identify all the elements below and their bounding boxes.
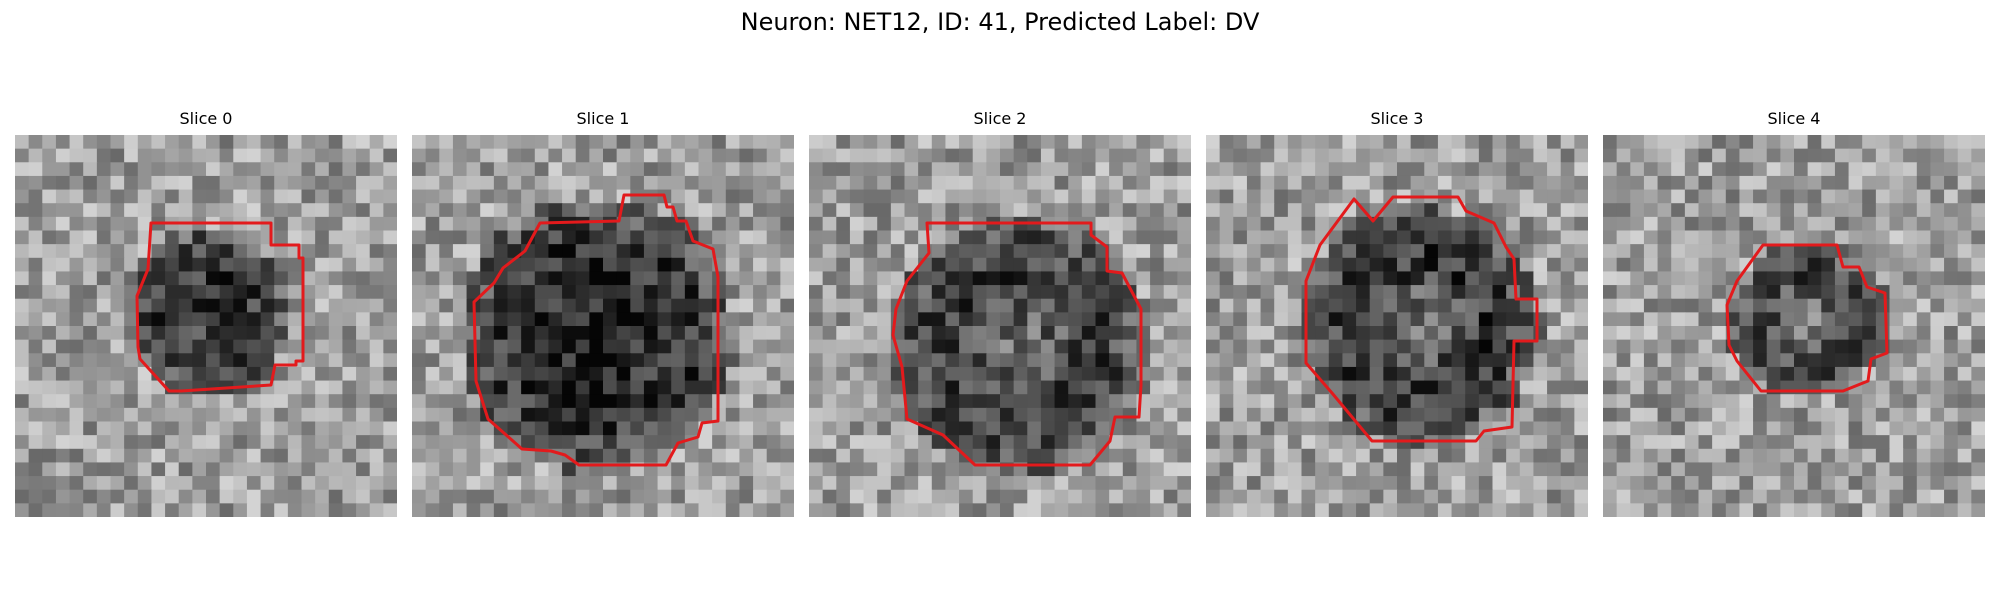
slice-panel-3: Slice 3 [1206, 0, 1588, 600]
slice-title-3: Slice 3 [1370, 109, 1424, 128]
slice-panel-0: Slice 0 [15, 0, 397, 600]
slice-2-image [809, 135, 1191, 517]
slice-title-1: Slice 1 [576, 109, 630, 128]
slice-panel-2: Slice 2 [809, 0, 1191, 600]
slice-3-image [1206, 135, 1588, 517]
slice-title-2: Slice 2 [973, 109, 1027, 128]
figure-title: Neuron: NET12, ID: 41, Predicted Label: … [740, 8, 1260, 36]
slice-panel-1: Slice 1 [412, 0, 794, 600]
slice-title-4: Slice 4 [1767, 109, 1821, 128]
slice-1-image [412, 135, 794, 517]
slice-0-image [15, 135, 397, 517]
slice-4-image [1603, 135, 1985, 517]
slice-title-0: Slice 0 [179, 109, 233, 128]
slice-panel-4: Slice 4 [1603, 0, 1985, 600]
